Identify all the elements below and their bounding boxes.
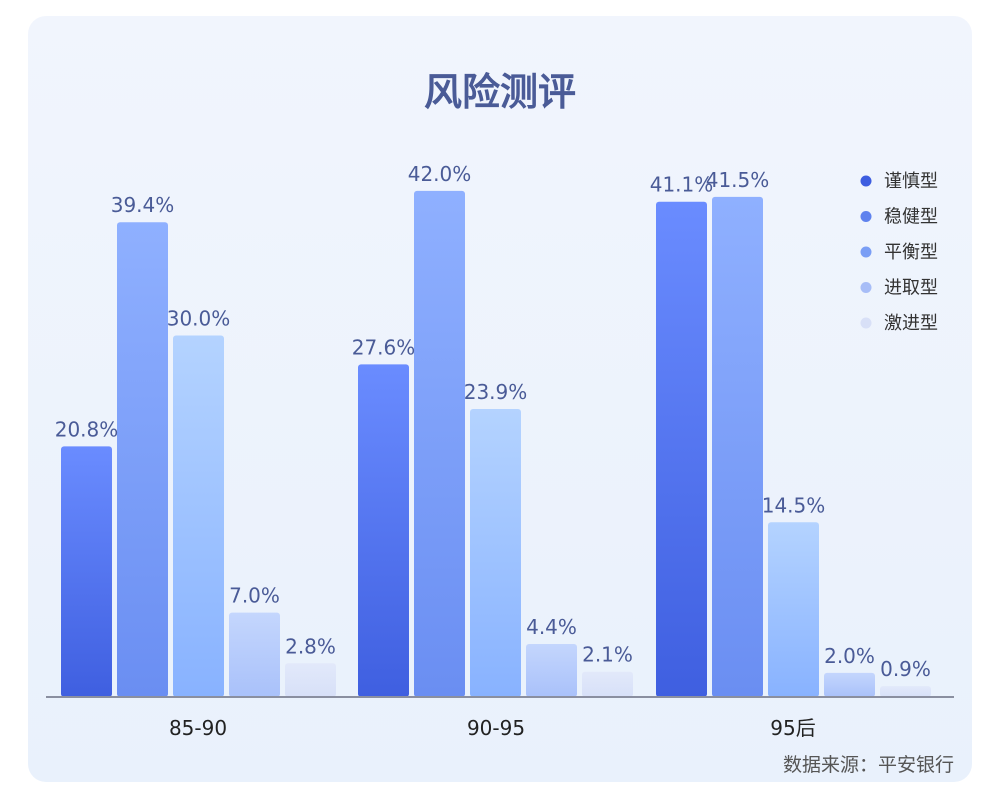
bar-0-4 [285,663,336,697]
value-label-2-1: 41.5% [706,168,770,192]
bar-0-3 [229,612,280,697]
legend-marker-2 [860,246,872,258]
value-label-2-2: 14.5% [762,493,826,517]
value-label-1-3: 4.4% [526,615,577,639]
legend-label-4: 激进型 [884,313,938,334]
bar-0-2 [173,335,224,697]
value-label-0-1: 39.4% [111,193,175,217]
category-labels-group: 85-90 90-95 95后 [169,716,816,740]
value-label-2-0: 41.1% [650,173,714,197]
legend-marker-0 [860,175,872,187]
legend-label-1: 稳健型 [884,207,938,228]
bar-1-4 [582,671,633,697]
value-label-2-4: 0.9% [880,657,931,681]
bar-2-0 [656,201,707,697]
value-label-2-3: 2.0% [824,644,875,668]
value-label-1-4: 2.1% [582,643,633,667]
value-labels-group: 20.8% 39.4% 30.0% 7.0% 2.8% 27.6% 42.0% 23.9% 4.… [55,162,931,681]
bar-1-2 [470,409,521,697]
value-label-0-4: 2.8% [285,634,336,658]
value-label-1-2: 23.9% [464,380,528,404]
bar-2-1 [712,196,763,698]
value-label-0-2: 30.0% [167,307,231,331]
value-label-0-3: 7.0% [229,584,280,608]
category-label-1: 90-95 [467,716,525,740]
bars-group [61,190,931,698]
value-label-0-0: 20.8% [55,417,119,441]
bar-0-0 [61,446,112,697]
bar-1-1 [414,190,465,697]
legend-marker-3 [860,282,872,293]
source-note: 数据来源：平安银行 [783,754,954,776]
bar-0-1 [117,222,168,698]
chart-title: 风险测评 [424,70,576,114]
bar-1-3 [526,643,577,697]
bar-2-2 [768,522,819,697]
legend-label-2: 平衡型 [884,242,938,263]
category-label-0: 85-90 [169,716,227,740]
bar-1-0 [358,364,409,697]
category-label-2: 95后 [770,716,815,740]
legend-label-0: 谨慎型 [884,171,938,192]
legend-marker-1 [860,211,872,222]
bar-2-4 [880,686,931,697]
legend-marker-4 [860,317,872,329]
bar-2-3 [824,672,875,697]
value-label-1-1: 42.0% [408,162,472,186]
legend-label-3: 进取型 [884,278,938,299]
value-label-1-0: 27.6% [352,335,416,359]
